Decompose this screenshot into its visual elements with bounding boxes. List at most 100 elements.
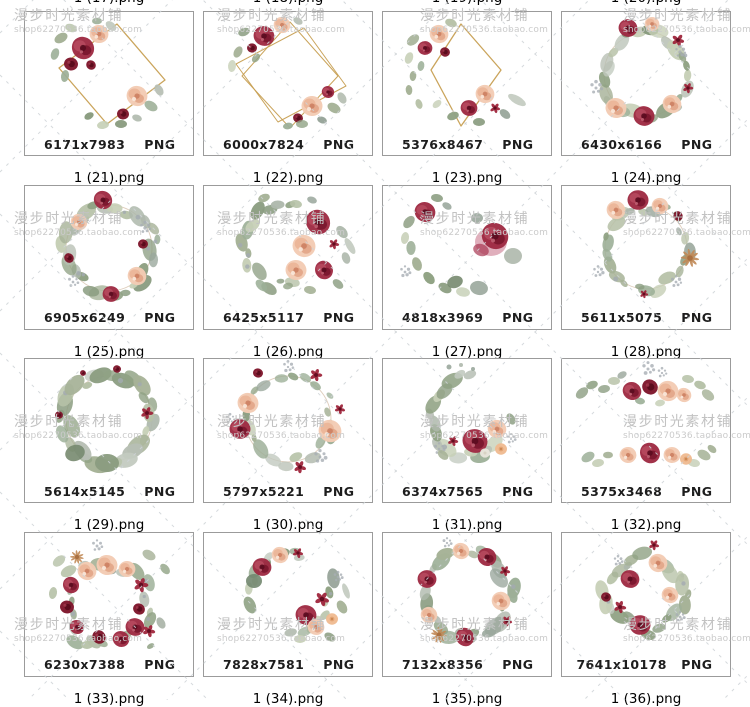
- filename-label: 1 (24).png: [610, 170, 682, 186]
- file-item[interactable]: 6230x7388 PNG 1 (33).png: [24, 531, 194, 707]
- thumbnail: 6905x6249 PNG: [24, 184, 194, 330]
- thumbnail-art: [575, 361, 717, 468]
- thumbnail: 6425x5117 PNG: [203, 184, 373, 330]
- image-dimensions: 7132x8356: [402, 657, 484, 672]
- clipped-filename: 1 (17).png: [24, 0, 194, 6]
- thumbnail-meta: 5614x5145 PNG: [25, 480, 193, 502]
- thumbnail-art: [593, 189, 700, 298]
- image-dimensions: 5614x5145: [44, 483, 126, 499]
- image-dimensions: 5611x5075: [581, 310, 663, 325]
- thumbnail-art: [226, 360, 346, 474]
- filename-label: 1 (29).png: [73, 517, 145, 533]
- thumbnail-art: [425, 363, 517, 464]
- thumbnail: 6430x6166 PNG: [561, 11, 731, 156]
- file-item[interactable]: 6905x6249 PNG 1 (25).png: [24, 184, 194, 360]
- thumbnail-meta: 6430x6166 PNG: [562, 133, 730, 155]
- file-item[interactable]: 6171x7983 PNG 1 (21).png: [24, 11, 194, 186]
- thumbnail: 5376x8467 PNG: [382, 11, 552, 156]
- thumbnail: 4818x3969 PNG: [382, 184, 552, 330]
- thumbnail: 5375x3468 PNG: [561, 358, 731, 503]
- image-format: PNG: [502, 483, 534, 499]
- image-dimensions: 6430x6166: [581, 136, 663, 152]
- image-format: PNG: [323, 483, 355, 499]
- file-item[interactable]: 6425x5117 PNG 1 (26).png: [203, 184, 373, 360]
- image-format: PNG: [144, 657, 176, 672]
- image-dimensions: 6171x7983: [44, 136, 126, 152]
- image-dimensions: 6905x6249: [44, 310, 126, 325]
- filename-label: 1 (22).png: [252, 170, 324, 186]
- image-dimensions: 5797x5221: [223, 483, 305, 499]
- thumbnail-art: [50, 17, 166, 130]
- filename-label: 1 (36).png: [610, 690, 682, 707]
- file-item[interactable]: 5375x3468 PNG 1 (32).png: [561, 358, 731, 533]
- file-item[interactable]: 6374x7565 PNG 1 (31).png: [382, 358, 552, 533]
- thumbnail-art: [55, 365, 160, 474]
- thumbnail: 5797x5221 PNG: [203, 358, 373, 503]
- thumbnail-art: [235, 193, 356, 295]
- thumbnail-meta: 6374x7565 PNG: [383, 480, 551, 502]
- thumbnail-art: [404, 18, 526, 127]
- thumbnail: 7828x7581 PNG: [203, 531, 373, 677]
- file-item[interactable]: 5614x5145 PNG 1 (29).png: [24, 358, 194, 533]
- image-format: PNG: [323, 136, 355, 152]
- clipped-filename: 1 (19).png: [382, 0, 552, 6]
- file-item[interactable]: 6430x6166 PNG 1 (24).png: [561, 11, 731, 186]
- thumbnail-art: [417, 536, 521, 646]
- image-format: PNG: [681, 310, 713, 325]
- file-item[interactable]: 7641x10178 PNG 1 (36).png: [561, 531, 731, 707]
- file-item[interactable]: 4818x3969 PNG 1 (27).png: [382, 184, 552, 360]
- image-format: PNG: [681, 136, 713, 152]
- filename-label: 1 (21).png: [73, 170, 145, 186]
- file-item[interactable]: 5611x5075 PNG 1 (28).png: [561, 184, 731, 360]
- image-dimensions: 7641x10178: [576, 657, 667, 672]
- thumbnail-meta: 5611x5075 PNG: [562, 307, 730, 329]
- thumbnail: 6000x7824 PNG: [203, 11, 373, 156]
- image-dimensions: 6230x7388: [44, 657, 126, 672]
- file-item[interactable]: 5797x5221 PNG 1 (30).png: [203, 358, 373, 533]
- thumbnail-art: [590, 16, 694, 126]
- filename-label: 1 (33).png: [73, 690, 145, 707]
- filename-label: 1 (25).png: [73, 343, 145, 360]
- image-format: PNG: [502, 310, 534, 325]
- filename-label: 1 (32).png: [610, 517, 682, 533]
- thumbnail: 6230x7388 PNG: [24, 531, 194, 677]
- clipped-filenames-row: 1 (17).png 1 (18).png 1 (19).png 1 (20).png: [24, 0, 740, 6]
- image-dimensions: 6425x5117: [223, 310, 305, 325]
- thumbnail: 7132x8356 PNG: [382, 531, 552, 677]
- filename-label: 1 (34).png: [252, 690, 324, 707]
- thumbnail-art: [400, 193, 522, 297]
- thumbnail: 5611x5075 PNG: [561, 184, 731, 330]
- image-format: PNG: [502, 657, 534, 672]
- file-item[interactable]: 7132x8356 PNG 1 (35).png: [382, 531, 552, 707]
- clipped-filename: 1 (20).png: [561, 0, 731, 6]
- filename-label: 1 (31).png: [431, 517, 503, 533]
- image-dimensions: 5376x8467: [402, 136, 484, 152]
- thumbnail-meta: 5797x5221 PNG: [204, 480, 372, 502]
- thumbnail-meta: 7132x8356 PNG: [383, 654, 551, 676]
- thumbnail: 7641x10178 PNG: [561, 531, 731, 677]
- thumbnail-meta: 5375x3468 PNG: [562, 480, 730, 502]
- thumbnail-meta: 7828x7581 PNG: [204, 654, 372, 676]
- image-dimensions: 5375x3468: [581, 483, 663, 499]
- filename-label: 1 (30).png: [252, 517, 324, 533]
- file-item[interactable]: 7828x7581 PNG 1 (34).png: [203, 531, 373, 707]
- image-format: PNG: [144, 136, 176, 152]
- thumbnail-art: [243, 546, 350, 643]
- image-format: PNG: [681, 483, 713, 499]
- thumbnail: 6171x7983 PNG: [24, 11, 194, 156]
- filename-label: 1 (26).png: [252, 343, 324, 360]
- thumbnail-meta: 6171x7983 PNG: [25, 133, 193, 155]
- thumbnail-meta: 5376x8467 PNG: [383, 133, 551, 155]
- image-dimensions: 6000x7824: [223, 136, 305, 152]
- image-format: PNG: [681, 657, 713, 672]
- gallery-grid: 6171x7983 PNG 1 (21).png 6000x7824 PNG 1…: [24, 11, 731, 707]
- thumbnail-meta: 7641x10178 PNG: [562, 654, 730, 676]
- image-format: PNG: [323, 657, 355, 672]
- filename-label: 1 (27).png: [431, 343, 503, 360]
- image-format: PNG: [502, 136, 534, 152]
- thumbnail-meta: 6000x7824 PNG: [204, 133, 372, 155]
- file-item[interactable]: 5376x8467 PNG 1 (23).png: [382, 11, 552, 186]
- thumbnail: 6374x7565 PNG: [382, 358, 552, 503]
- image-dimensions: 7828x7581: [223, 657, 305, 672]
- file-item[interactable]: 6000x7824 PNG 1 (22).png: [203, 11, 373, 186]
